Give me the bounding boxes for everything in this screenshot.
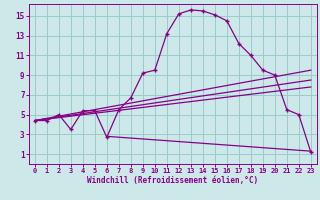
X-axis label: Windchill (Refroidissement éolien,°C): Windchill (Refroidissement éolien,°C) (87, 176, 258, 185)
